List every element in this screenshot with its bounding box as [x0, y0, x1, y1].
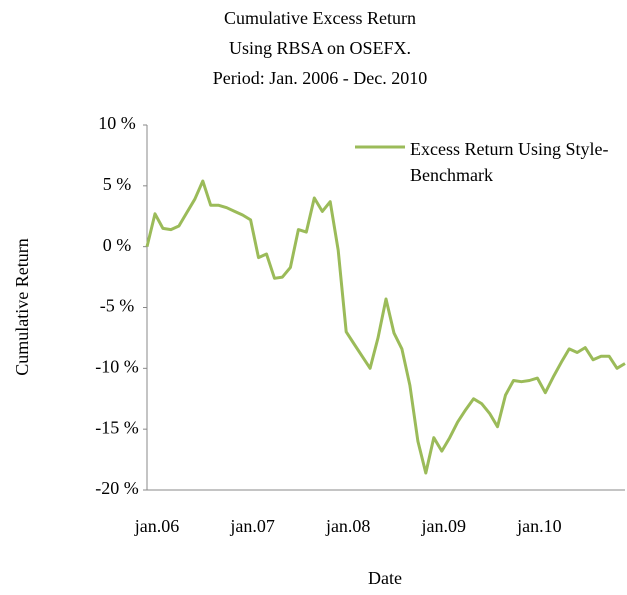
y-tick-label: 0 %	[103, 235, 132, 255]
legend-label: Excess Return Using Style-Benchmark	[410, 139, 609, 185]
y-tick-label: -5 %	[100, 296, 135, 316]
chart-title: Using RBSA on OSEFX.	[229, 38, 411, 58]
data-line	[145, 179, 626, 475]
x-tick-label: jan.07	[229, 516, 275, 536]
y-tick-label: -20 %	[95, 478, 139, 498]
chart-title: Cumulative Excess Return	[224, 8, 416, 28]
y-tick-label: 5 %	[103, 174, 132, 194]
y-axis-label: Cumulative Return	[12, 238, 32, 375]
y-tick-label: 10 %	[98, 113, 136, 133]
x-axis-label: Date	[368, 568, 402, 588]
x-tick-label: jan.10	[516, 516, 562, 536]
chart-title: Period: Jan. 2006 - Dec. 2010	[213, 68, 427, 88]
y-tick-label: -15 %	[95, 417, 139, 437]
y-tick-label: -10 %	[95, 356, 139, 376]
x-tick-label: jan.08	[325, 516, 371, 536]
x-tick-label: jan.09	[421, 516, 467, 536]
x-tick-label: jan.06	[134, 516, 180, 536]
